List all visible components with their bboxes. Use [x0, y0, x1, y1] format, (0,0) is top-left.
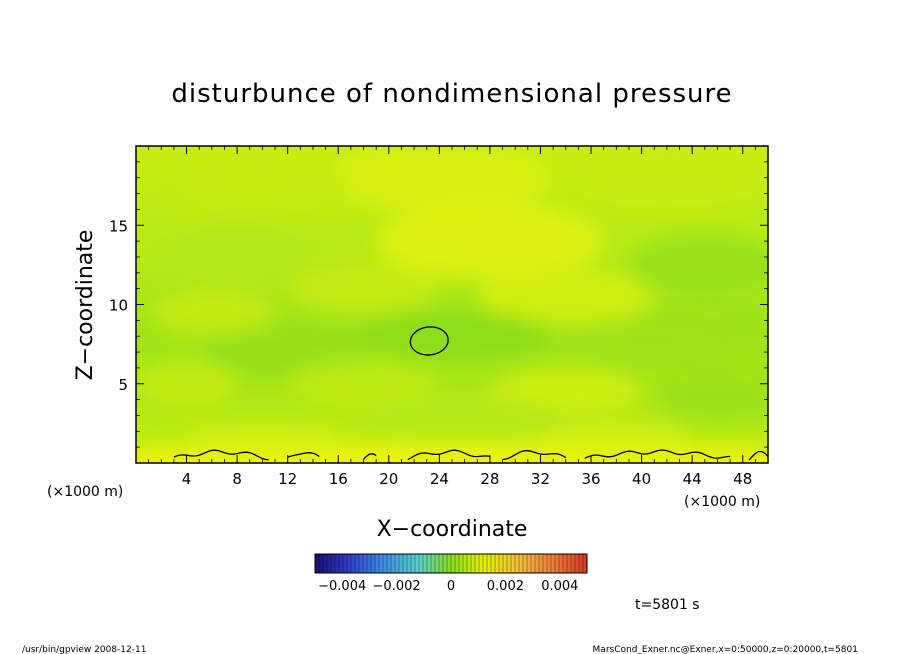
x-tick-label: 8 — [232, 470, 242, 488]
colorbar-bands — [318, 554, 584, 573]
x-unit-right: (×1000 m) — [684, 494, 760, 510]
field-patch — [287, 263, 440, 315]
y-axis-label: Z−coordinate — [73, 230, 98, 381]
field-patch — [477, 268, 655, 326]
field-patch — [540, 423, 693, 452]
field-patch — [287, 359, 440, 408]
x-tick-label: 48 — [733, 470, 752, 488]
y-tick-label: 15 — [109, 217, 128, 235]
y-tick-label: 5 — [118, 376, 128, 394]
contour-lines — [173, 326, 768, 461]
field-patch — [654, 374, 768, 425]
field-patch — [628, 233, 768, 297]
colorbar-tick-label: 0 — [447, 579, 455, 594]
colorbar-labels: −0.004 −0.002 0 0.002 0.004 — [318, 579, 578, 594]
colorbar-tick-label: −0.004 — [318, 579, 366, 594]
footer-right: MarsCond_Exner.nc@Exner,x=0:50000,z=0:20… — [593, 645, 858, 654]
time-label: t=5801 s — [635, 597, 700, 613]
x-tick-label: 28 — [480, 470, 499, 488]
field-patch — [148, 288, 276, 337]
x-tick-label: 20 — [379, 470, 398, 488]
footer-left: /usr/bin/gpview 2008-12-11 — [22, 645, 146, 654]
x-tick-label: 40 — [632, 470, 651, 488]
field-patch — [376, 201, 604, 281]
contour-surface — [173, 449, 768, 461]
x-tick-label: 32 — [531, 470, 550, 488]
y-tick-label: 10 — [109, 297, 128, 315]
field-patch — [136, 445, 768, 463]
x-tick-label: 44 — [683, 470, 702, 488]
field-patch — [136, 359, 238, 408]
colorbar-tick-label: 0.002 — [487, 579, 524, 594]
field-patch — [161, 225, 313, 289]
x-tick-label: 36 — [581, 470, 600, 488]
contour-closed — [409, 326, 449, 356]
x-tick-label: 4 — [182, 470, 192, 488]
colorbar: −0.004 −0.002 0 0.002 0.004 — [314, 553, 588, 594]
field-texture — [136, 146, 768, 463]
field-patch — [565, 149, 768, 207]
x-axis-label: X−coordinate — [377, 517, 528, 542]
field-patch — [553, 318, 731, 370]
colorbar-tick-label: −0.002 — [373, 579, 421, 594]
field-patch — [173, 157, 351, 215]
colorbar-tick-label: 0.004 — [541, 579, 578, 594]
colorbar-frame — [314, 553, 588, 574]
x-tick-label: 16 — [329, 470, 348, 488]
field-patch — [363, 396, 566, 435]
field-patch — [325, 146, 554, 213]
x-tick-label: 12 — [278, 470, 297, 488]
field-patch — [350, 310, 554, 362]
field-patch — [186, 423, 339, 452]
x-unit-left: (×1000 m) — [47, 484, 123, 500]
chart-title: disturbunce of nondimensional pressure — [171, 79, 732, 109]
x-tick-label: 24 — [430, 470, 449, 488]
